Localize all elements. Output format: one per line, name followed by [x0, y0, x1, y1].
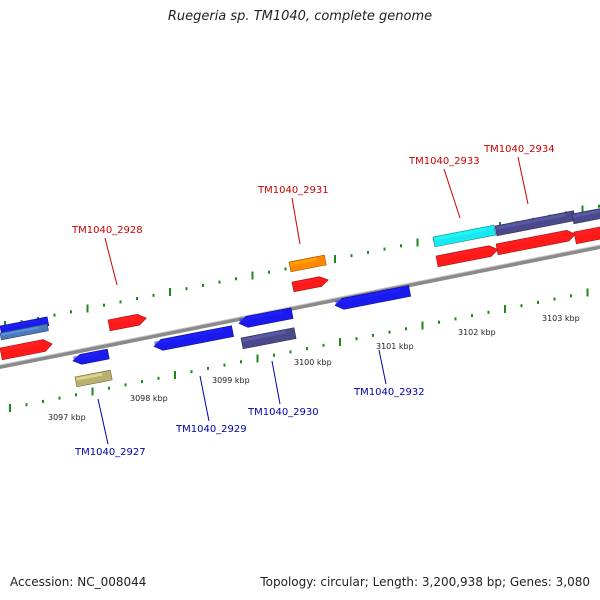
gene-feature-2929 — [153, 325, 234, 351]
gene-feature-2932-shine — [335, 288, 401, 304]
gene-feature-2931a-body — [288, 254, 327, 273]
gene-label: TM1040_2932 — [353, 387, 425, 398]
gene-feature-2930b-shine — [242, 330, 286, 342]
gene-feature-2927b-body — [74, 369, 113, 388]
gene-feature-steel-left-shine — [1, 326, 39, 336]
gene-feature-2928 — [107, 313, 147, 332]
gene-feature-red-left-shine — [1, 340, 44, 353]
gene-feature-2934a-shine — [496, 213, 566, 230]
gene-feature-2933a — [432, 224, 497, 248]
gene-feature-2933a-shine — [434, 227, 486, 241]
gene-feature-2933b-shine — [437, 246, 489, 260]
leader-line — [291, 197, 301, 245]
gene-feature-2934b-shine — [497, 231, 567, 248]
gene-feature-2935b — [573, 226, 600, 245]
map-title: Ruegeria sp. TM1040, complete genome — [167, 9, 433, 24]
gene-label: TM1040_2934 — [483, 144, 555, 155]
gene-feature-2931b-shine — [293, 277, 320, 286]
gene-feature-2930a-shine — [239, 310, 283, 322]
gene-feature-2933b — [435, 245, 499, 268]
gene-feature-2935b-body — [573, 226, 600, 245]
gene-label: TM1040_2929 — [175, 424, 247, 435]
gene-feature-2935a-body — [571, 206, 600, 225]
leader-line — [443, 168, 461, 219]
gene-feature-blue-left-shine — [1, 319, 39, 330]
gene-label: TM1040_2931 — [257, 185, 329, 196]
backbone-line — [0, 244, 600, 370]
gene-feature-2928-shine — [109, 315, 138, 324]
gene-feature-2927a — [72, 348, 110, 365]
gene-feature-2934b — [495, 229, 577, 256]
gene-feature-steel-left — [0, 323, 49, 341]
gene-feature-2927b-shine — [76, 372, 103, 381]
gene-feature-2927a-shine — [73, 351, 100, 360]
gene-feature-2935b-shine — [575, 227, 600, 237]
scale-label: 3100 kbp — [294, 358, 332, 367]
gene-feature-red-left — [0, 339, 53, 361]
gene-label: TM1040_2928 — [71, 225, 143, 236]
leader-line — [97, 398, 109, 445]
scale-label: 3097 kbp — [48, 413, 86, 422]
genome-summary-text: Topology: circular; Length: 3,200,938 bp… — [260, 575, 590, 589]
gene-feature-2927b — [74, 369, 113, 388]
gene-label: TM1040_2933 — [408, 156, 480, 167]
gene-label: TM1040_2927 — [74, 447, 146, 458]
gene-feature-2933a-body — [432, 224, 497, 248]
gene-feature-2931b-body — [291, 276, 329, 293]
scale-label: 3099 kbp — [212, 376, 250, 385]
gene-feature-2935a — [571, 206, 600, 225]
gene-label: TM1040_2930 — [247, 407, 319, 418]
tick-marks — [4, 204, 600, 412]
leader-line — [378, 349, 387, 385]
gene-feature-2932 — [334, 285, 412, 310]
scale-label: 3101 kbp — [376, 342, 414, 351]
leader-line — [517, 156, 529, 205]
scale-label: 3098 kbp — [130, 394, 168, 403]
leader-line — [104, 237, 118, 286]
gene-labels: TM1040_2928TM1040_2931TM1040_2933TM1040_… — [71, 144, 555, 458]
gene-feature-2935a-shine — [573, 209, 600, 218]
genome-backbone — [0, 244, 600, 370]
leader-line — [199, 375, 210, 422]
gene-feature-2930a — [238, 307, 294, 328]
gene-feature-2931b — [291, 276, 329, 293]
gene-feature-2931a-shine — [290, 257, 317, 266]
gene-feature-2930b — [240, 327, 297, 350]
gene-features — [0, 206, 600, 388]
scale-labels: 3097 kbp 3098 kbp 3099 kbp 3100 kbp 3101 kbp… — [48, 314, 580, 422]
gene-feature-2927a-body — [72, 348, 110, 365]
gene-feature-2929-shine — [154, 328, 224, 345]
gene-feature-2931a — [288, 254, 327, 273]
backbone-highlight — [0, 244, 600, 366]
leader-line — [271, 360, 281, 405]
scale-label: 3102 kbp — [458, 328, 496, 337]
scale-label: 3103 kbp — [542, 314, 580, 323]
label-leaders — [97, 156, 529, 445]
accession-text: Accession: NC_008044 — [10, 575, 147, 589]
